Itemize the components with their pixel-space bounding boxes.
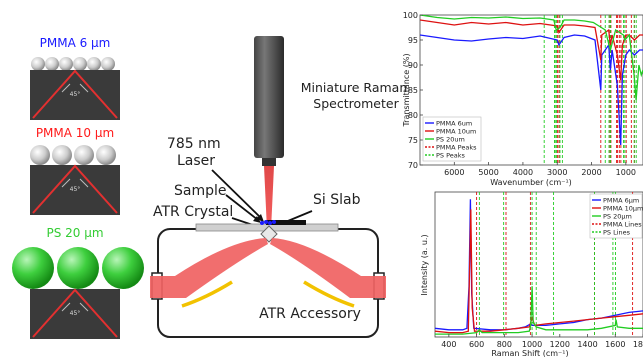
ir-xtick-3: 3000: [547, 168, 567, 177]
bead-panels: PMMA 6 μm 45° PMMA 10 μm 45° PS 20 μm: [12, 36, 144, 339]
raman-legend-item-1: PMMA 10μm: [603, 205, 643, 213]
ir-ylabel: Transmittance (%): [402, 53, 411, 127]
crystal-label: ATR Crystal: [153, 204, 233, 220]
ir-ytick-6: 100: [403, 11, 418, 20]
ps20-label: PS 20 μm: [46, 226, 103, 240]
ir-xtick-5: 1000: [616, 168, 636, 177]
pmma10-beads: [30, 145, 116, 165]
setup-diagram: Miniature Raman Spectrometer 785 nm Lase…: [150, 36, 411, 338]
raman-ylabel: Intensity (a. u.): [420, 234, 429, 295]
ir-legend-item-0: PMMA 6um: [436, 120, 472, 128]
atr-accessory-label: ATR Accessory: [259, 306, 361, 322]
raman-xtick-4: 1200: [550, 340, 570, 349]
pmma10-beam: [32, 164, 118, 214]
raman-xtick-0: 400: [441, 340, 456, 349]
si-slab-label: Si Slab: [313, 192, 361, 208]
laser-beam: [264, 166, 274, 230]
ir-ytick-5: 95: [408, 36, 418, 45]
ir-xtick-2: 4000: [513, 168, 533, 177]
pmma10-label: PMMA 10 μm: [36, 126, 114, 140]
raman-xtick-5: 1400: [577, 340, 597, 349]
raman-chart: 40060080010001200140016001800 PMMA 6μmPM…: [420, 191, 643, 357]
ps20-beads: [12, 247, 144, 289]
sample-label: Sample: [174, 183, 227, 199]
sample-dots: [260, 220, 276, 225]
raman-xtick-1: 600: [469, 340, 484, 349]
raman-series-1: [435, 209, 643, 334]
ir-ytick-0: 70: [408, 161, 418, 170]
ps20-crystal: [30, 289, 120, 339]
raman-xtick-2: 800: [497, 340, 512, 349]
spectrometer-body: [254, 36, 284, 158]
mirror-right: [303, 280, 355, 308]
ir-chart: 6000 5000 4000 3000 2000 1000707580859095100 …: [402, 11, 643, 187]
raman-series-2: [435, 286, 643, 335]
pmma6-label: PMMA 6 μm: [40, 36, 111, 50]
raman-xlabel: Raman Shift (cm⁻¹): [491, 349, 568, 357]
laser-label: 785 nm Laser: [167, 136, 225, 169]
raman-legend-item-0: PMMA 6μm: [603, 197, 639, 205]
pmma6-angle: 45°: [70, 91, 81, 98]
ps20-angle: 45°: [70, 310, 81, 317]
atr-crystal: [260, 225, 278, 243]
ir-beams: [150, 238, 386, 298]
ir-series-0: [420, 34, 643, 146]
ir-xtick-1: 5000: [478, 168, 498, 177]
ir-ytick-3: 85: [408, 86, 418, 95]
ir-xtick-4: 2000: [581, 168, 601, 177]
raman-xtick-6: 1600: [605, 340, 625, 349]
spectrometer-label: Miniature Raman Spectrometer: [301, 80, 411, 111]
mirror-left: [181, 280, 233, 308]
ir-legend-item-4: PS Peaks: [436, 152, 466, 160]
raman-legend-item-2: PS 20μm: [603, 213, 632, 221]
pmma10-angle: 45°: [70, 186, 81, 193]
ir-series-2: [420, 15, 643, 101]
raman-legend-item-3: PMMA Lines: [603, 221, 642, 229]
pmma6-beam: [32, 69, 118, 119]
ir-legend-item-2: PS 20um: [436, 136, 465, 144]
si-slab: [266, 220, 306, 225]
raman-xtick-3: 1000: [522, 340, 542, 349]
ir-ytick-2: 80: [408, 111, 418, 120]
pmma6-beads: [31, 57, 115, 71]
raman-xtick-7: 1800: [633, 340, 643, 349]
pmma10-crystal: [30, 165, 120, 215]
ps20-beam: [32, 288, 118, 338]
ir-legend-item-3: PMMA Peaks: [436, 144, 477, 152]
raman-legend-item-4: PS Lines: [603, 229, 631, 237]
ir-xtick-0: 6000: [444, 168, 464, 177]
pmma6-crystal: [30, 70, 120, 120]
ir-ytick-1: 75: [408, 136, 418, 145]
ir-ytick-4: 90: [408, 61, 418, 70]
ir-legend-item-1: PMMA 10um: [436, 128, 476, 136]
ir-xlabel: Wavenumber (cm⁻¹): [490, 178, 572, 187]
